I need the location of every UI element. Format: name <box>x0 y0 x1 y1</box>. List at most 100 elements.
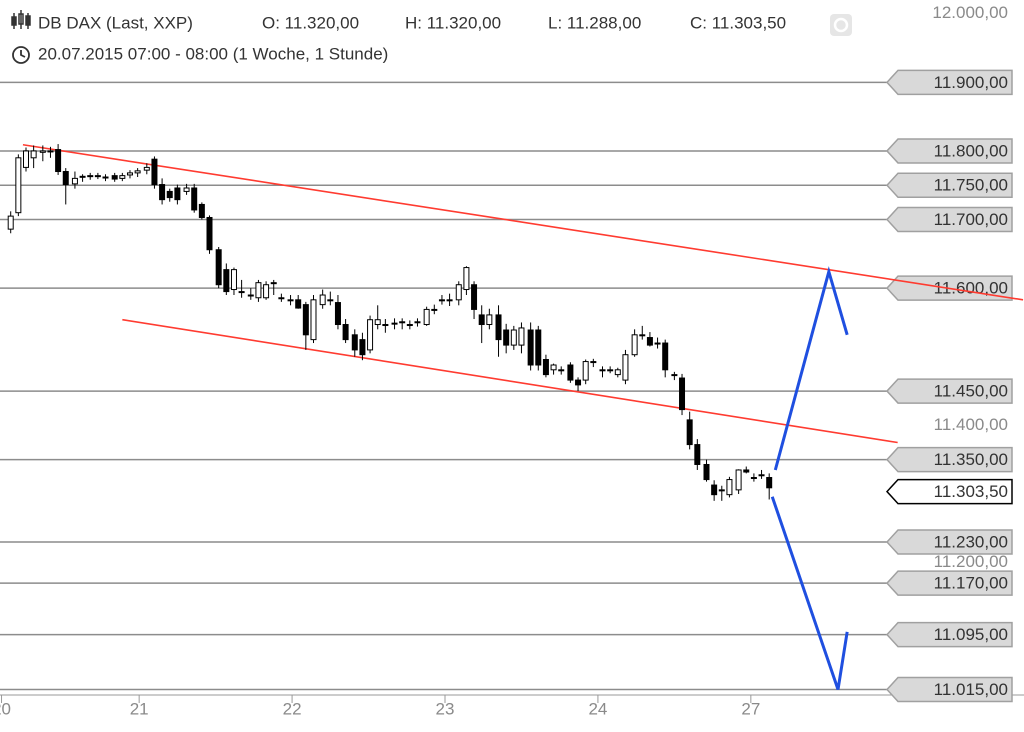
candle <box>111 172 118 182</box>
candle <box>679 373 686 416</box>
candle <box>119 172 126 182</box>
level-box-label: 11.600,00 <box>934 279 1008 298</box>
candle <box>55 144 62 175</box>
candle-body <box>94 175 101 178</box>
candle <box>238 279 245 298</box>
header-close: C: 11.303,50 <box>690 13 786 32</box>
candle <box>94 172 101 180</box>
candle <box>599 366 606 378</box>
candle-body <box>255 282 262 299</box>
candle-body <box>126 172 133 176</box>
candle <box>558 366 565 375</box>
candle <box>126 170 133 179</box>
candle-body <box>527 329 534 366</box>
candle <box>223 263 230 296</box>
candle-body <box>71 177 78 185</box>
candle <box>342 319 349 344</box>
level-box <box>885 570 1013 596</box>
candle <box>527 322 534 371</box>
candle <box>406 320 413 330</box>
candle <box>143 163 150 175</box>
candle-body <box>151 158 158 186</box>
candle-body <box>575 379 582 386</box>
candle-body <box>510 329 517 346</box>
candle <box>654 337 661 349</box>
candle-body <box>287 299 294 302</box>
candle-body <box>455 284 462 301</box>
candle-body <box>711 484 718 496</box>
candle <box>455 281 462 306</box>
candle <box>30 145 37 169</box>
candle-body <box>382 324 389 327</box>
header-low: L: 11.288,00 <box>548 13 641 32</box>
candle-body <box>518 327 525 346</box>
candle-body <box>438 299 445 302</box>
candle <box>174 184 181 205</box>
candle-body <box>646 337 653 346</box>
candle-body <box>406 324 413 327</box>
level-box-label: 11.900,00 <box>934 73 1008 92</box>
candle <box>694 439 701 470</box>
candle-body <box>446 299 453 302</box>
candle-body <box>550 364 557 371</box>
candle-body <box>614 369 621 376</box>
candle-body <box>718 489 725 492</box>
candle-body <box>726 479 733 496</box>
candle <box>382 319 389 333</box>
candle-body <box>30 150 37 159</box>
candle <box>159 178 166 205</box>
candle <box>198 202 205 220</box>
candle-icon <box>11 10 31 29</box>
settings-icon[interactable] <box>830 14 852 36</box>
level-box <box>885 206 1013 233</box>
candle <box>735 469 742 494</box>
candle <box>463 266 470 296</box>
candle-body <box>79 175 86 178</box>
candle-body <box>486 314 493 326</box>
candle-body <box>159 184 166 201</box>
candle <box>278 293 285 302</box>
candle <box>671 371 678 381</box>
candle <box>87 172 94 180</box>
level-box <box>885 676 1013 703</box>
level-box <box>885 621 1013 648</box>
candle <box>310 295 317 344</box>
candle <box>438 295 445 305</box>
candle-body <box>351 334 358 351</box>
candle-body <box>206 216 213 251</box>
candle-body <box>399 321 406 324</box>
candle <box>718 485 725 501</box>
candle-body <box>111 175 118 180</box>
candle-body <box>39 150 46 153</box>
candle-body <box>247 294 254 297</box>
candle-body <box>278 297 285 300</box>
level-box-label: 11.450,00 <box>934 382 1008 401</box>
candle <box>471 281 478 320</box>
candle-body <box>750 477 757 480</box>
candle <box>230 267 237 296</box>
x-tick-label: 23 <box>436 699 455 718</box>
level-box <box>885 172 1013 198</box>
candle <box>263 281 270 300</box>
candle <box>614 367 621 378</box>
candle-body <box>295 299 302 309</box>
candle <box>102 174 109 182</box>
level-box <box>885 378 1013 404</box>
candle-body <box>542 359 549 376</box>
candle <box>758 469 765 479</box>
candle-body <box>374 319 381 326</box>
chart-subtitle: 20.07.2015 07:00 - 08:00 (1 Woche, 1 Stu… <box>38 44 388 63</box>
level-box-label: 11.170,00 <box>934 574 1008 593</box>
level-box <box>885 138 1013 164</box>
candle <box>550 363 557 375</box>
candle <box>518 322 525 354</box>
candle <box>535 325 542 371</box>
candle-body <box>582 361 589 381</box>
candle-body <box>599 369 606 372</box>
candle-body <box>558 369 565 372</box>
candle-body <box>302 304 309 336</box>
candle <box>743 466 750 474</box>
candle <box>567 362 574 383</box>
